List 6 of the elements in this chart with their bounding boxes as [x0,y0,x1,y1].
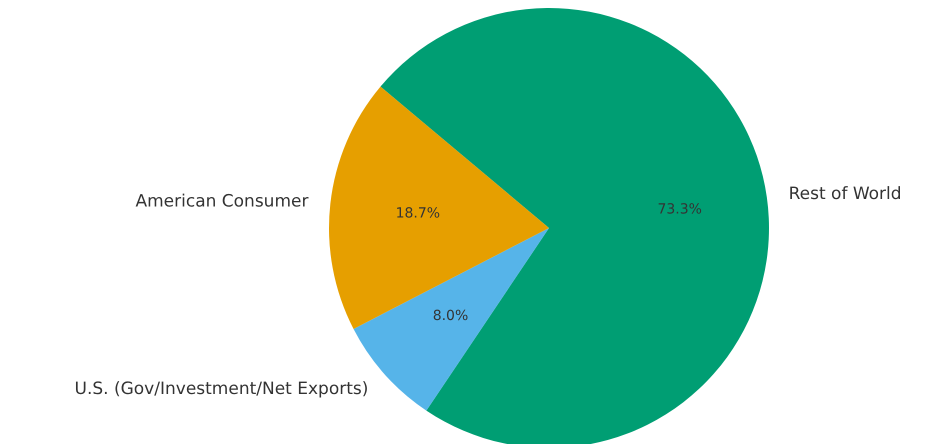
data-label: 8.0% [432,308,468,324]
slice-label: Rest of World [788,184,902,204]
slice-label: American Consumer [135,191,308,212]
data-label: 73.3% [657,201,702,218]
data-label: 18.7% [396,205,440,222]
slice-label: U.S. (Gov/Investment/Net Exports) [74,379,368,400]
